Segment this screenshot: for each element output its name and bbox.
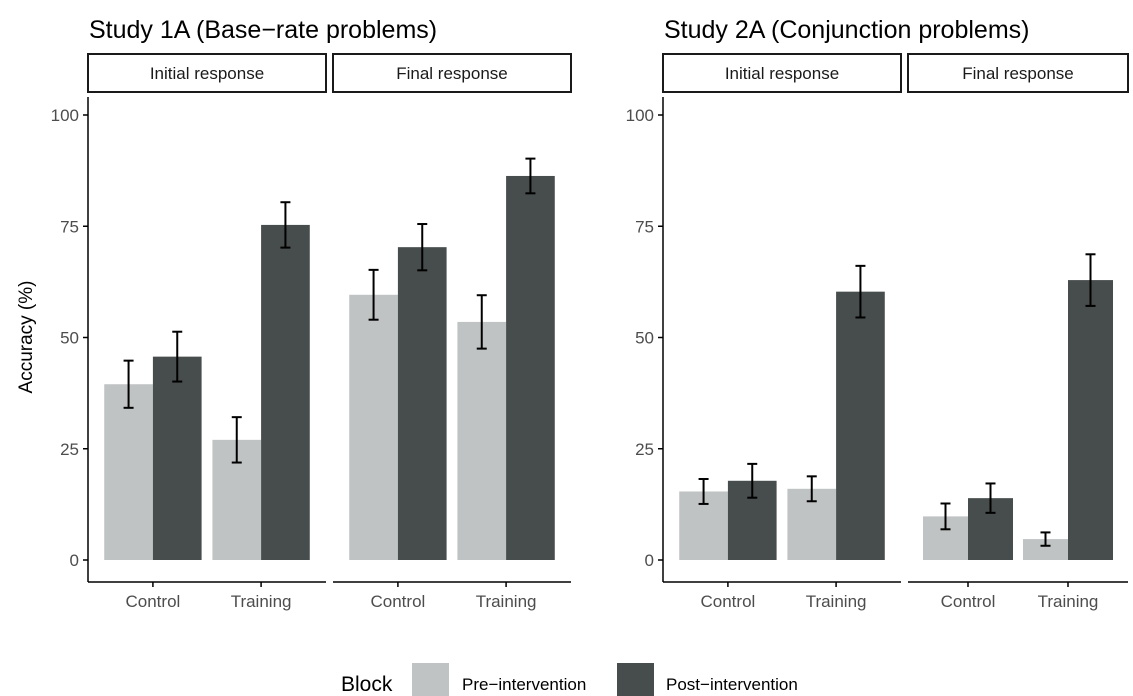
legend: Block Pre−intervention Post−intervention bbox=[341, 663, 798, 696]
facet-strip-label: Final response bbox=[396, 64, 508, 83]
y-tick-label: 100 bbox=[626, 106, 654, 125]
y-tick-label: 50 bbox=[635, 329, 654, 348]
y-tick-label: 0 bbox=[645, 551, 654, 570]
chart-title-study1: Study 1A (Base−rate problems) bbox=[89, 16, 437, 44]
bar bbox=[349, 294, 398, 560]
y-tick-label: 75 bbox=[60, 217, 79, 236]
legend-swatch-post bbox=[617, 663, 654, 696]
facet-strip bbox=[907, 53, 1129, 93]
x-tick-label: Control bbox=[371, 592, 426, 611]
facet-strip-label: Initial response bbox=[725, 64, 839, 83]
x-tick-label: Control bbox=[941, 592, 996, 611]
x-tick-label: Training bbox=[806, 592, 867, 611]
bar bbox=[457, 321, 507, 560]
bar bbox=[1023, 539, 1068, 560]
y-tick-label: 50 bbox=[60, 329, 79, 348]
legend-label-pre: Pre−intervention bbox=[462, 675, 586, 694]
y-tick-label: 100 bbox=[51, 106, 79, 125]
y-axis-label: Accuracy (%) bbox=[16, 281, 37, 394]
bar bbox=[836, 291, 885, 560]
facet-strip bbox=[662, 53, 902, 93]
x-tick-label: Training bbox=[1038, 592, 1099, 611]
bar bbox=[152, 356, 202, 560]
facet-strip-label: Final response bbox=[962, 64, 1074, 83]
bar bbox=[261, 224, 310, 561]
x-tick-label: Control bbox=[126, 592, 181, 611]
chart-title-study2: Study 2A (Conjunction problems) bbox=[664, 16, 1029, 44]
y-tick-label: 0 bbox=[70, 551, 79, 570]
bar bbox=[104, 384, 153, 560]
facet-strip-label: Initial response bbox=[150, 64, 264, 83]
plot-layer: 0 25 50 75 100 Initial response Control Trainin… bbox=[51, 53, 1129, 611]
y-tick-label: 75 bbox=[635, 217, 654, 236]
y-tick-label: 25 bbox=[60, 440, 79, 459]
legend-swatch-pre bbox=[412, 663, 449, 696]
x-tick-label: Control bbox=[701, 592, 756, 611]
x-tick-label: Training bbox=[476, 592, 537, 611]
x-tick-label: Training bbox=[231, 592, 292, 611]
bar bbox=[1068, 280, 1113, 560]
bar bbox=[506, 175, 555, 560]
facet-strip bbox=[87, 53, 327, 93]
legend-title: Block bbox=[341, 673, 393, 696]
y-tick-label: 25 bbox=[635, 440, 654, 459]
legend-label-post: Post−intervention bbox=[666, 675, 798, 694]
bar bbox=[397, 247, 447, 561]
facet-strip bbox=[332, 53, 572, 93]
